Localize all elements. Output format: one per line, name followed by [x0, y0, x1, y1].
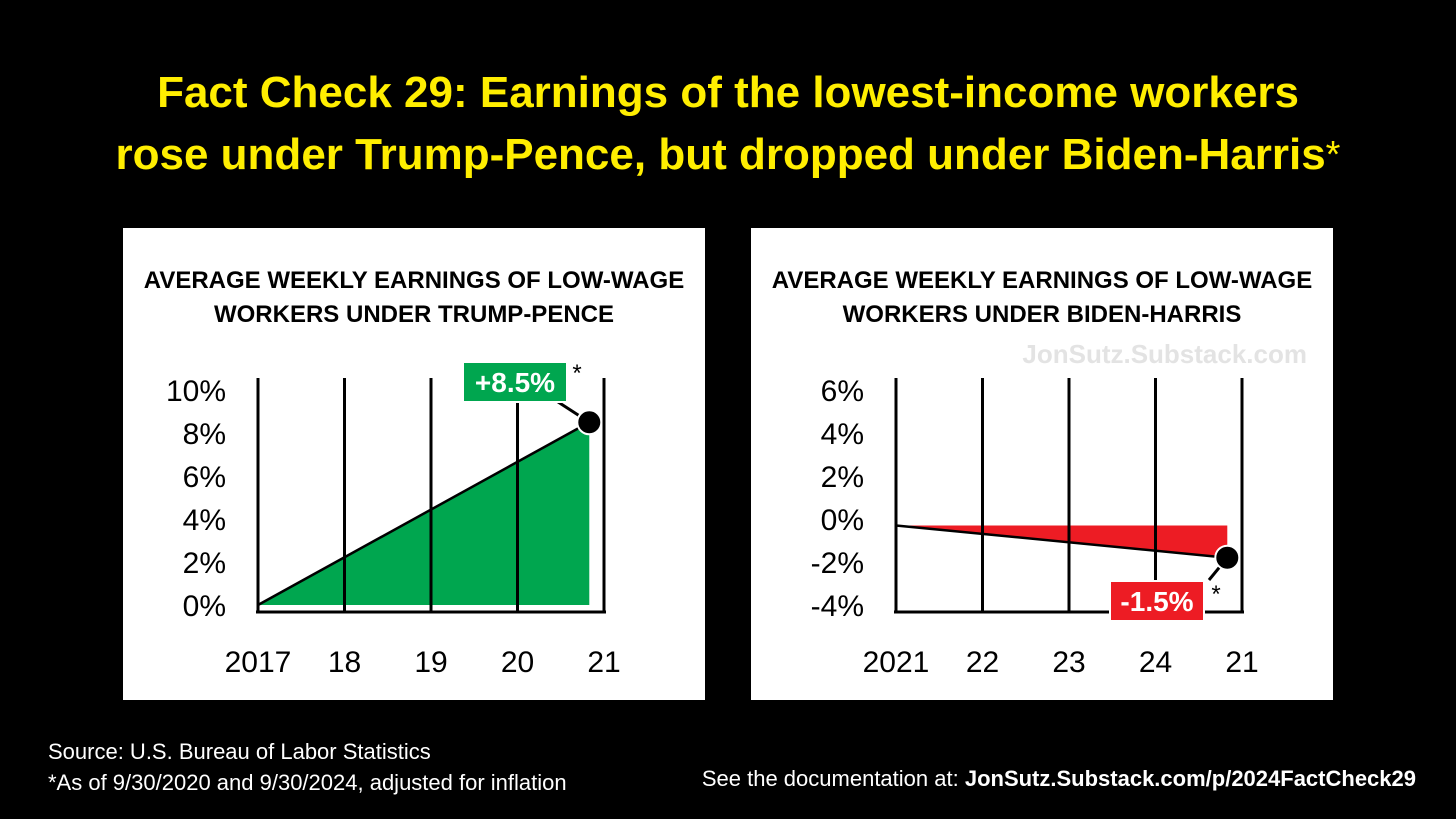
watermark: JonSutz.Substack.com [1022, 339, 1307, 369]
x-tick-label: 21 [587, 646, 620, 679]
inflation-note: *As of 9/30/2020 and 9/30/2024, adjusted… [48, 770, 567, 795]
earnings-trend-line [895, 524, 1228, 559]
x-tick-label: 21 [1225, 646, 1258, 679]
x-tick-label: 19 [414, 646, 447, 679]
y-tick-label: 0% [821, 504, 864, 537]
callout-badge [1109, 580, 1205, 622]
y-tick-label: -2% [811, 547, 864, 580]
headline-line-2: rose under Trump-Pence, but dropped unde… [0, 124, 1456, 186]
headline: Fact Check 29: Earnings of the lowest-in… [0, 62, 1456, 186]
callout-label: -1.5% [1120, 586, 1193, 617]
documentation-note: See the documentation at: JonSutz.Substa… [702, 766, 1416, 792]
headline-line-1: Fact Check 29: Earnings of the lowest-in… [157, 68, 1299, 117]
y-tick-label: 8% [183, 418, 226, 451]
x-tick-label: 24 [1139, 646, 1172, 679]
chart-title-line-1: AVERAGE WEEKLY EARNINGS OF LOW-WAGE [772, 267, 1312, 294]
headline-asterisk: * [1325, 134, 1341, 176]
callout-label: +8.5% [475, 367, 555, 398]
biden-harris-chart-panel: AVERAGE WEEKLY EARNINGS OF LOW-WAGE WORKE… [751, 228, 1333, 700]
callout-asterisk: * [572, 360, 581, 387]
endpoint-marker [1214, 544, 1241, 571]
x-tick-label: 2017 [225, 646, 292, 679]
documentation-link[interactable]: JonSutz.Substack.com/p/2024FactCheck29 [964, 766, 1416, 791]
footer-notes: Source: U.S. Bureau of Labor Statistics … [48, 736, 567, 798]
trump-pence-chart: AVERAGE WEEKLY EARNINGS OF LOW-WAGE WORKE… [144, 267, 684, 679]
chart-title-line-2: WORKERS UNDER BIDEN-HARRIS [843, 301, 1242, 328]
source-note: Source: U.S. Bureau of Labor Statistics [48, 739, 431, 764]
x-tick-label: 23 [1052, 646, 1085, 679]
trump-pence-chart-panel: AVERAGE WEEKLY EARNINGS OF LOW-WAGE WORKE… [123, 228, 705, 700]
y-tick-label: -4% [811, 590, 864, 623]
biden-harris-chart: AVERAGE WEEKLY EARNINGS OF LOW-WAGE WORKE… [772, 267, 1312, 679]
y-tick-label: 10% [166, 375, 226, 408]
chart-title-line-1: AVERAGE WEEKLY EARNINGS OF LOW-WAGE [144, 267, 684, 294]
y-tick-label: 4% [821, 418, 864, 451]
callout-asterisk: * [1211, 581, 1220, 608]
chart-title-line-2: WORKERS UNDER TRUMP-PENCE [214, 301, 614, 328]
earnings-trend-line [257, 421, 590, 607]
x-tick-label: 2021 [863, 646, 930, 679]
documentation-prefix: See the documentation at: [701, 766, 965, 791]
x-tick-label: 18 [328, 646, 361, 679]
y-tick-label: 0% [183, 590, 226, 623]
y-tick-label: 6% [821, 375, 864, 408]
x-tick-label: 22 [966, 646, 999, 679]
y-tick-label: 2% [183, 547, 226, 580]
y-tick-label: 2% [821, 461, 864, 494]
callout-badge [462, 361, 568, 403]
endpoint-marker [576, 409, 603, 436]
headline-line-2-text: rose under Trump-Pence, but dropped unde… [115, 130, 1326, 179]
y-tick-label: 6% [183, 461, 226, 494]
y-tick-label: 4% [183, 504, 226, 537]
x-tick-label: 20 [501, 646, 534, 679]
